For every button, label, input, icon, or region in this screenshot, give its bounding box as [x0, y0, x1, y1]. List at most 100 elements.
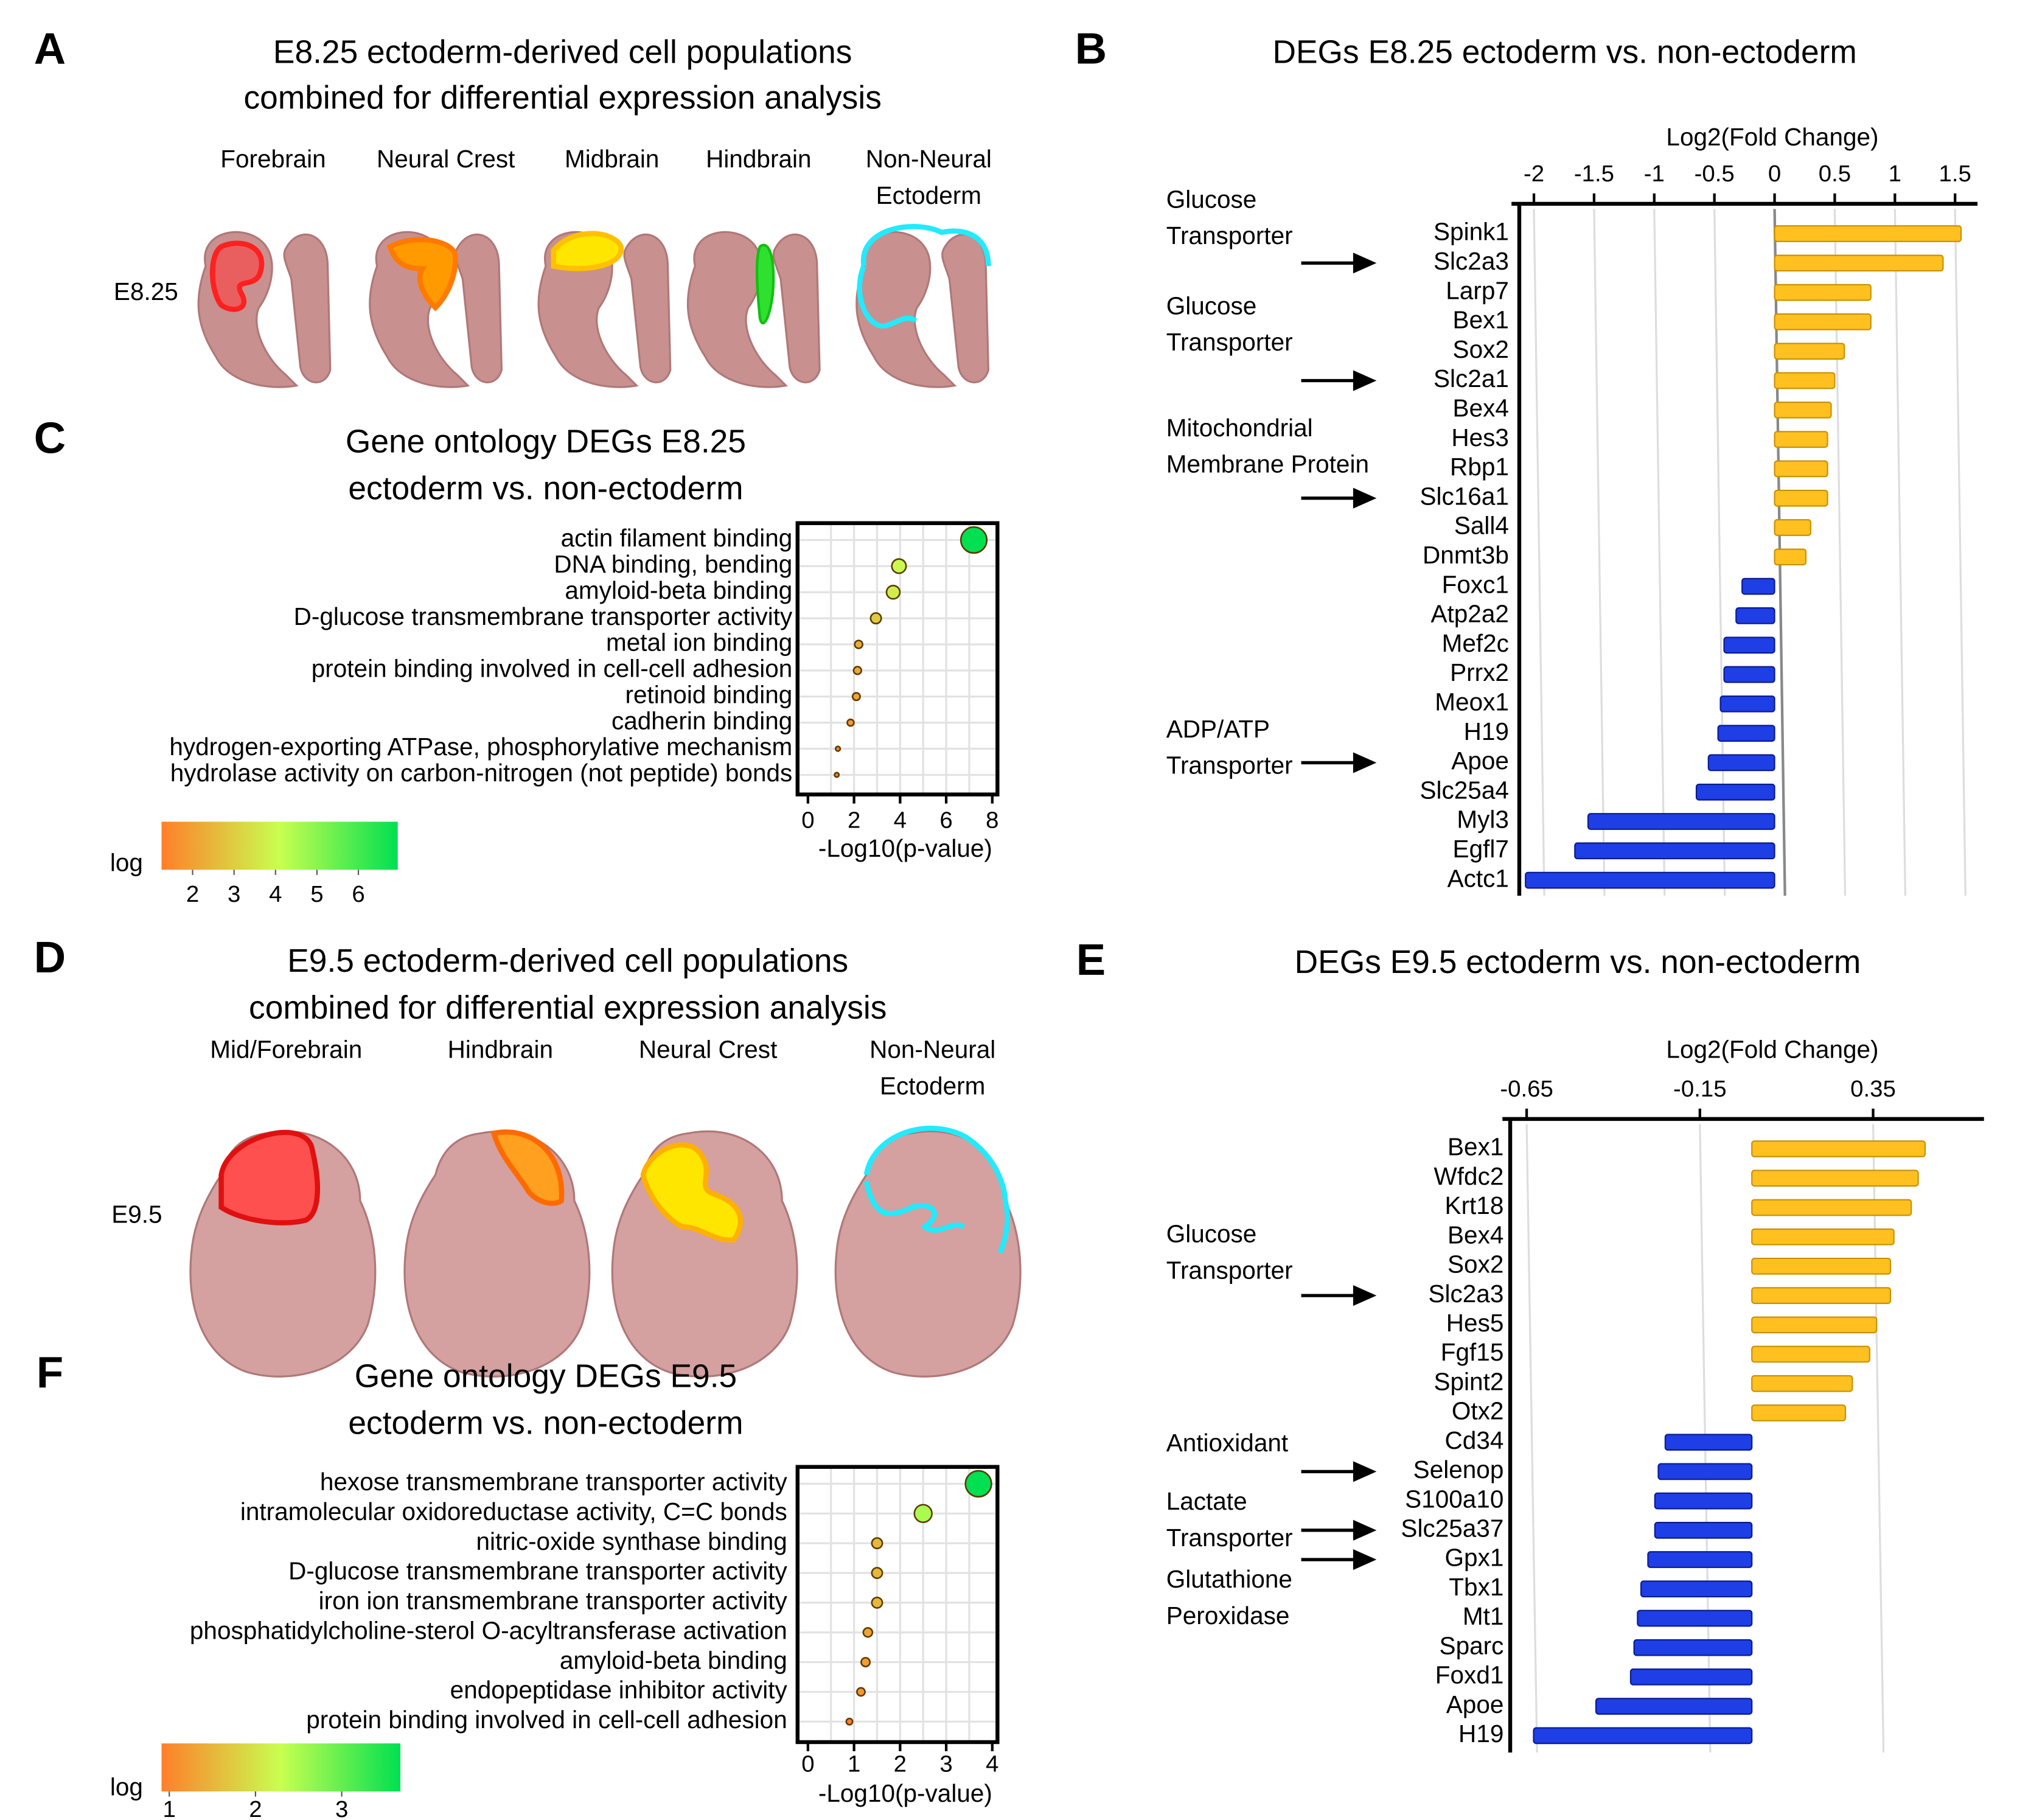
bar — [1587, 813, 1775, 830]
bar — [1774, 519, 1811, 536]
category-label: Apoe — [1446, 1690, 1504, 1718]
arrow-head — [1353, 487, 1377, 509]
x-tick-label: 4 — [894, 807, 907, 834]
category-label: Slc2a3 — [1428, 1280, 1503, 1308]
bar — [1525, 871, 1775, 889]
bubble — [913, 1504, 933, 1524]
bar — [1654, 1492, 1753, 1510]
x-tick-label: -0.15 — [1673, 1076, 1727, 1102]
bar — [1574, 842, 1775, 860]
bar — [1633, 1639, 1753, 1656]
bubble — [856, 1687, 866, 1697]
category-label: Spint2 — [1433, 1367, 1503, 1395]
category-label: metal ion binding — [606, 629, 792, 657]
colorbar-tick-label: 4 — [269, 881, 282, 907]
category-label: Bex1 — [1447, 1133, 1503, 1161]
bar — [1751, 1287, 1892, 1304]
bubble — [854, 640, 863, 649]
category-label: Foxc1 — [1442, 570, 1509, 598]
annotation: Transporter — [1166, 328, 1293, 356]
bubble — [964, 1470, 992, 1498]
category-label: hexose transmembrane transporter activit… — [320, 1468, 788, 1496]
panel-title: combined for differential expression ana… — [243, 80, 881, 116]
chart-title: ectoderm vs. non-ectoderm — [348, 471, 743, 507]
category-label: Slc25a4 — [1420, 776, 1508, 804]
bar — [1751, 1199, 1912, 1216]
category-label: cadherin binding — [611, 706, 792, 734]
annotation: Transporter — [1166, 221, 1293, 249]
grid-line — [1893, 209, 1907, 896]
colorbar — [161, 1743, 401, 1792]
category-label: Rbp1 — [1450, 453, 1509, 481]
category-label: Mef2c — [1442, 629, 1509, 657]
embryo — [686, 231, 821, 388]
bubble — [885, 585, 901, 600]
region-label: Ectoderm — [880, 1072, 985, 1100]
category-label: Sox2 — [1447, 1250, 1503, 1278]
category-label: Egfl7 — [1453, 835, 1509, 863]
bubble — [869, 612, 882, 625]
stage-label: E8.25 — [114, 277, 178, 305]
colorbar-tick-label: 1 — [163, 1796, 176, 1820]
category-label: protein binding involved in cell-cell ad… — [306, 1706, 787, 1734]
panel-title: combined for differential expression ana… — [249, 990, 887, 1026]
arrow-head — [1353, 1519, 1377, 1541]
region-label: Hindbrain — [448, 1036, 553, 1064]
colorbar-tick-label: 5 — [310, 881, 323, 907]
bar — [1751, 1170, 1919, 1187]
bubble — [846, 718, 855, 727]
category-label: Sparc — [1440, 1631, 1504, 1659]
embryo — [855, 224, 991, 388]
embryo — [197, 231, 332, 388]
annotation: Transporter — [1166, 751, 1293, 779]
illustrations — [189, 224, 1022, 1378]
category-label: retinoid binding — [625, 680, 792, 708]
embryo — [403, 1129, 591, 1378]
bar — [1774, 548, 1807, 566]
panel-letter: E — [1076, 935, 1106, 985]
bubble — [834, 745, 841, 752]
arrow-head — [1353, 1549, 1377, 1571]
chart-title: ectoderm vs. non-ectoderm — [348, 1406, 743, 1442]
bar — [1640, 1580, 1753, 1598]
grid-line — [1533, 209, 1545, 896]
grid-line — [1872, 1124, 1885, 1753]
annotation: Membrane Protein — [1166, 450, 1369, 478]
category-label: D-glucose transmembrane transporter acti… — [294, 602, 793, 630]
x-tick-label: 1 — [1889, 161, 1901, 187]
category-label: Gpx1 — [1445, 1544, 1504, 1572]
bar — [1695, 783, 1775, 801]
category-label: Hes5 — [1446, 1309, 1504, 1337]
grid-line — [1713, 209, 1726, 896]
category-label: H19 — [1458, 1720, 1503, 1748]
bar — [1774, 489, 1828, 507]
category-label: hydrogen-exporting ATPase, phosphorylati… — [169, 733, 792, 761]
region-label: Forebrain — [220, 145, 326, 173]
category-label: Cd34 — [1445, 1426, 1504, 1454]
region-label: Neural Crest — [377, 145, 515, 173]
grid-line — [1593, 209, 1606, 896]
bar — [1664, 1434, 1753, 1451]
category-label: hydrolase activity on carbon-nitrogen (n… — [170, 759, 793, 787]
annotation: Antioxidant — [1166, 1429, 1288, 1457]
embryo — [834, 1125, 1022, 1378]
chart-title: DEGs E9.5 ectoderm vs. non-ectoderm — [1295, 944, 1861, 980]
x-axis-label: Log2(Fold Change) — [1666, 123, 1878, 151]
category-label: nitric-oxide synthase binding — [476, 1527, 787, 1555]
bar — [1751, 1404, 1847, 1421]
grid-line — [1833, 209, 1847, 896]
bar — [1723, 636, 1775, 654]
colorbar-tick-label: 3 — [228, 881, 240, 907]
x-axis-label: -Log10(p-value) — [818, 834, 992, 862]
arrow-head — [1353, 752, 1377, 773]
category-label: Meox1 — [1435, 688, 1509, 716]
category-label: Slc25a37 — [1401, 1515, 1503, 1543]
colorbar-tick-label: 3 — [335, 1796, 348, 1820]
bubble — [862, 1626, 874, 1638]
category-label: Hes3 — [1451, 424, 1509, 452]
bubble — [891, 558, 907, 574]
annotation: Glucose — [1166, 1220, 1257, 1248]
x-tick-label: 1.5 — [1939, 161, 1971, 187]
